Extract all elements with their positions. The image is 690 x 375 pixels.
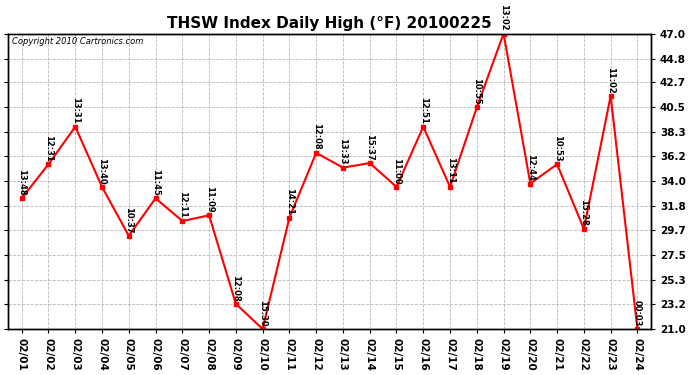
Text: 11:09: 11:09 (205, 186, 214, 213)
Text: 11:02: 11:02 (606, 66, 615, 93)
Text: 10:37: 10:37 (124, 207, 133, 233)
Text: 13:11: 13:11 (446, 158, 455, 184)
Text: 12:08: 12:08 (231, 274, 240, 301)
Text: 00:03: 00:03 (633, 300, 642, 326)
Text: 10:55: 10:55 (472, 78, 482, 105)
Title: THSW Index Daily High (°F) 20100225: THSW Index Daily High (°F) 20100225 (167, 16, 492, 31)
Text: 13:31: 13:31 (71, 98, 80, 124)
Text: 12:44: 12:44 (526, 154, 535, 181)
Text: 12:11: 12:11 (178, 191, 187, 218)
Text: 13:40: 13:40 (97, 158, 106, 184)
Text: 11:45: 11:45 (151, 169, 160, 195)
Text: 15:28: 15:28 (580, 200, 589, 226)
Text: 15:30: 15:30 (258, 300, 267, 326)
Text: 12:08: 12:08 (312, 123, 321, 150)
Text: 15:37: 15:37 (365, 134, 374, 160)
Text: 11:00: 11:00 (392, 158, 401, 184)
Text: 13:33: 13:33 (339, 138, 348, 165)
Text: 12:31: 12:31 (44, 135, 53, 161)
Text: 13:48: 13:48 (17, 169, 26, 195)
Text: 14:21: 14:21 (285, 188, 294, 215)
Text: 10:53: 10:53 (553, 135, 562, 161)
Text: 13:02: 13:02 (499, 4, 508, 31)
Text: Copyright 2010 Cartronics.com: Copyright 2010 Cartronics.com (12, 36, 143, 45)
Text: 12:51: 12:51 (419, 97, 428, 124)
